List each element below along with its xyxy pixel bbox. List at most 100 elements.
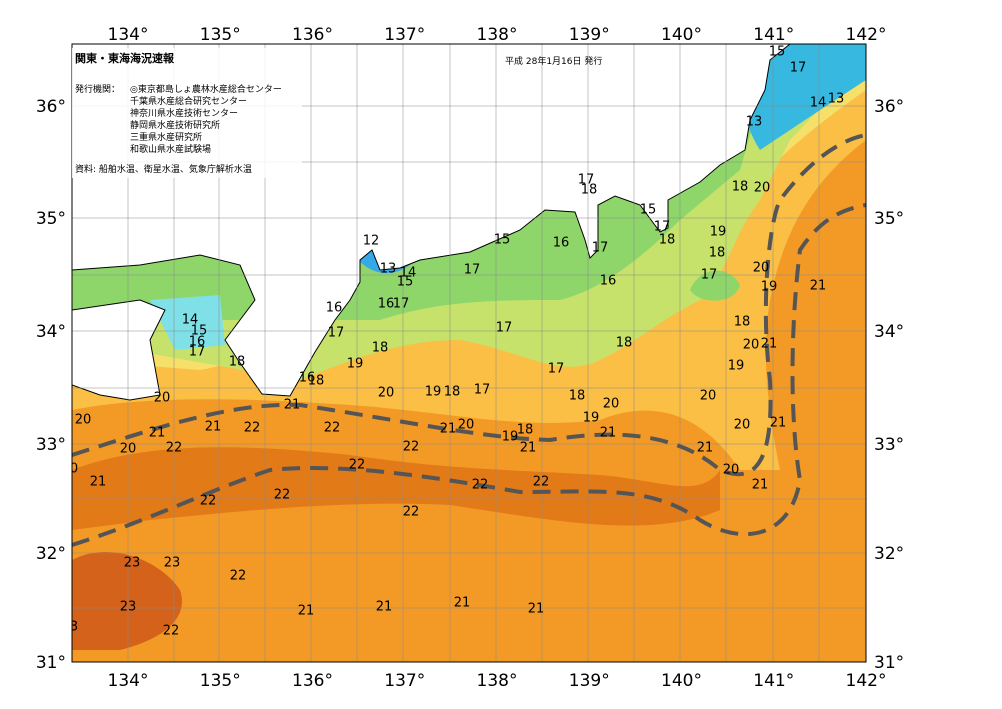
contour-label: 21 bbox=[697, 441, 714, 456]
lat-label-left: 33° bbox=[36, 435, 66, 455]
lat-label-right: 36° bbox=[874, 97, 904, 117]
contour-label: 14 bbox=[182, 313, 199, 328]
lon-label-top: 139° bbox=[569, 25, 610, 45]
source: 資料: 船舶水温、衛星水温、気象庁解析水温 bbox=[75, 163, 252, 175]
contour-label: 18 bbox=[444, 385, 461, 400]
contour-label: 17 bbox=[701, 268, 718, 283]
contour-label: 23 bbox=[120, 600, 137, 615]
contour-label: 13 bbox=[380, 262, 397, 277]
contour-label: 22 bbox=[533, 475, 550, 490]
contour-label: 22 bbox=[349, 458, 366, 473]
contour-label: 22 bbox=[230, 569, 247, 584]
organization: 三重県水産研究所 bbox=[130, 131, 202, 143]
lat-label-right: 35° bbox=[874, 209, 904, 229]
contour-label: 17 bbox=[654, 220, 671, 235]
contour-label: 20 bbox=[723, 463, 740, 478]
organization: 千葉県水産総合研究センター bbox=[130, 95, 247, 107]
contour-label: 19 bbox=[761, 280, 778, 295]
contour-label: 18 bbox=[581, 183, 598, 198]
lon-label-bottom: 142° bbox=[846, 671, 887, 691]
lat-label-left: 34° bbox=[36, 322, 66, 342]
contour-label: 3 bbox=[70, 620, 78, 635]
lon-label-top: 135° bbox=[200, 25, 241, 45]
contour-label: 18 bbox=[517, 423, 534, 438]
contour-label: 15 bbox=[640, 203, 657, 218]
warm-core bbox=[72, 447, 720, 530]
title: 関東・東海海況速報 bbox=[75, 51, 175, 65]
lon-label-top: 134° bbox=[108, 25, 149, 45]
contour-label: 21 bbox=[376, 600, 393, 615]
contour-label: 18 bbox=[569, 389, 586, 404]
contour-label: 20 bbox=[120, 442, 137, 457]
contour-label: 17 bbox=[393, 297, 410, 312]
contour-label: 17 bbox=[328, 326, 345, 341]
contour-label: 20 bbox=[753, 261, 770, 276]
lon-label-top: 142° bbox=[846, 25, 887, 45]
lon-label-top: 136° bbox=[292, 25, 333, 45]
lon-label-bottom: 140° bbox=[661, 671, 702, 691]
lon-label-top: 140° bbox=[661, 25, 702, 45]
lat-label-right: 33° bbox=[874, 435, 904, 455]
lon-label-bottom: 134° bbox=[108, 671, 149, 691]
contour-label: 14 bbox=[400, 266, 417, 281]
axis-labels: 134° 134° 135° 135° 136° 136° 137° 137° 138° 138°… bbox=[36, 25, 904, 691]
organization: ◎東京都島しょ農林水産総合センター bbox=[130, 83, 282, 95]
contour-label: 18 bbox=[709, 246, 726, 261]
lon-label-top: 137° bbox=[384, 25, 425, 45]
contour-label: 14 bbox=[810, 96, 827, 111]
contour-label: 21 bbox=[770, 416, 787, 431]
contour-label: 17 bbox=[464, 263, 481, 278]
contour-label: 20 bbox=[458, 418, 475, 433]
contour-label: 19 bbox=[710, 225, 727, 240]
contour-label: 22 bbox=[163, 624, 180, 639]
lat-label-left: 36° bbox=[36, 97, 66, 117]
contour-label: 16 bbox=[553, 236, 570, 251]
lat-label-left: 35° bbox=[36, 209, 66, 229]
contour-label: 22 bbox=[403, 505, 420, 520]
contour-label: 21 bbox=[454, 596, 471, 611]
contour-label: 21 bbox=[520, 441, 537, 456]
contour-label: 18 bbox=[659, 233, 676, 248]
contour-label: 15 bbox=[769, 45, 786, 60]
contour-label: 12 bbox=[363, 234, 380, 249]
contour-label: 21 bbox=[149, 426, 166, 441]
contour-label: 16 bbox=[326, 301, 343, 316]
lat-label-right: 34° bbox=[874, 322, 904, 342]
contour-label: 18 bbox=[734, 315, 751, 330]
contour-label: 20 bbox=[734, 418, 751, 433]
contour-label: 23 bbox=[124, 556, 141, 571]
frame bbox=[71, 43, 867, 663]
kuroshio-axis bbox=[72, 133, 866, 547]
contour-label: 17 bbox=[592, 241, 609, 256]
lat-label-right: 31° bbox=[874, 653, 904, 673]
lon-label-top: 138° bbox=[477, 25, 518, 45]
contour-label: 20 bbox=[378, 386, 395, 401]
contour-label: 21 bbox=[205, 420, 222, 435]
lon-label-bottom: 138° bbox=[477, 671, 518, 691]
lon-label-bottom: 139° bbox=[569, 671, 610, 691]
contour-label: 23 bbox=[164, 556, 181, 571]
contour-label: 21 bbox=[528, 602, 545, 617]
contour-label: 17 bbox=[189, 345, 206, 360]
contour-label: 22 bbox=[472, 478, 489, 493]
contour-label: 15 bbox=[494, 233, 511, 248]
contour-label: 21 bbox=[600, 426, 617, 441]
contour-label: 17 bbox=[474, 383, 491, 398]
contour-label: 20 bbox=[700, 389, 717, 404]
lat-label-left: 31° bbox=[36, 653, 66, 673]
contour-label: 19 bbox=[347, 357, 364, 372]
contour-label: 22 bbox=[244, 421, 261, 436]
zone-16 bbox=[690, 270, 740, 301]
contour-label: 22 bbox=[166, 441, 183, 456]
contour-label: 17 bbox=[790, 61, 807, 76]
contour-label: 20 bbox=[603, 397, 620, 412]
contour-label: 16 bbox=[189, 335, 206, 350]
contour-label: 17 bbox=[578, 173, 595, 188]
organization: 神奈川県水産技術センター bbox=[130, 107, 238, 119]
contour-label: 20 bbox=[743, 338, 760, 353]
contour-label: 21 bbox=[90, 475, 107, 490]
contour-label: 21 bbox=[761, 337, 778, 352]
contour-label: 18 bbox=[372, 341, 389, 356]
